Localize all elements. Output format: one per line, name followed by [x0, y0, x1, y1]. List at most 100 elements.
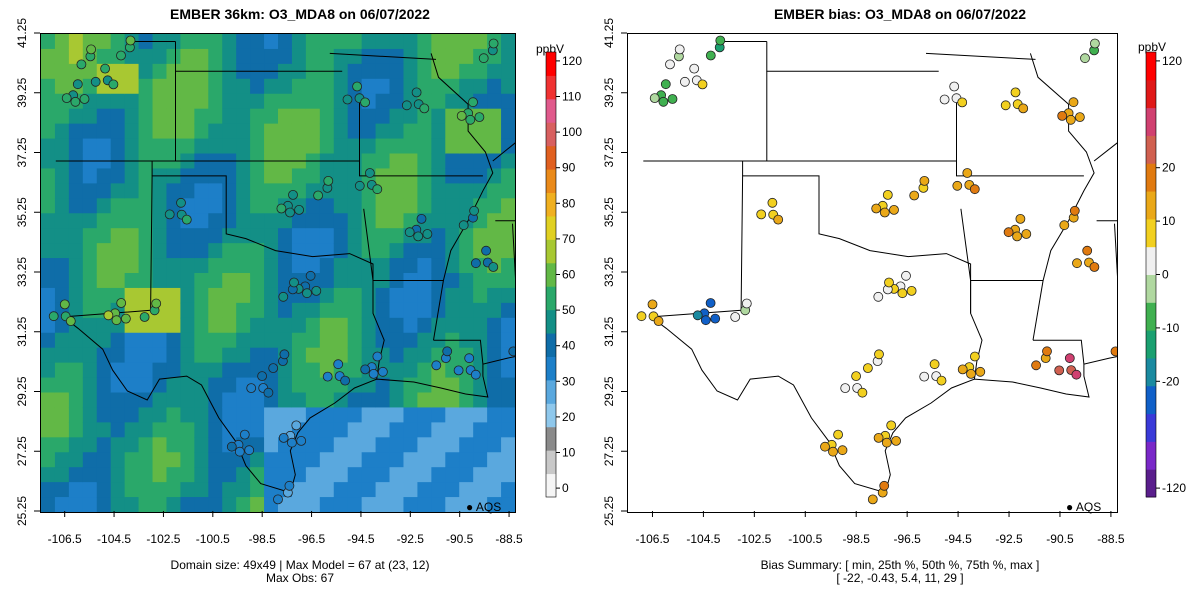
monitor-site-marker[interactable]	[121, 313, 131, 324]
monitor-site-marker[interactable]	[886, 420, 897, 431]
monitor-site-marker[interactable]	[957, 364, 968, 375]
monitor-site-marker[interactable]	[352, 81, 363, 92]
monitor-site-marker[interactable]	[294, 204, 305, 215]
monitor-site-marker[interactable]	[689, 63, 700, 74]
monitor-site-marker[interactable]	[697, 79, 708, 90]
monitor-site-marker[interactable]	[952, 180, 963, 191]
monitor-site-marker[interactable]	[1069, 205, 1080, 216]
monitor-site-marker[interactable]	[1082, 245, 1093, 256]
monitor-site-marker[interactable]	[647, 299, 658, 310]
monitor-site-marker[interactable]	[1071, 369, 1082, 380]
monitor-site-marker[interactable]	[100, 63, 110, 74]
monitor-site-marker[interactable]	[311, 285, 322, 296]
monitor-site-marker[interactable]	[1089, 38, 1100, 49]
monitor-site-marker[interactable]	[364, 168, 375, 178]
monitor-site-marker[interactable]	[465, 114, 476, 125]
monitor-site-marker[interactable]	[108, 79, 119, 90]
monitor-site-marker[interactable]	[340, 375, 351, 386]
monitor-site-marker[interactable]	[456, 111, 467, 121]
monitor-site-marker[interactable]	[882, 189, 893, 200]
monitor-site-marker[interactable]	[879, 207, 890, 218]
monitor-site-marker[interactable]	[411, 87, 422, 98]
monitor-site-marker[interactable]	[377, 366, 388, 377]
monitor-site-marker[interactable]	[305, 270, 316, 281]
monitor-site-marker[interactable]	[279, 349, 290, 360]
monitor-site-marker[interactable]	[289, 277, 299, 288]
monitor-site-marker[interactable]	[285, 207, 295, 218]
monitor-site-marker[interactable]	[1089, 262, 1100, 272]
monitor-site-marker[interactable]	[939, 94, 950, 105]
monitor-site-marker[interactable]	[508, 346, 515, 357]
monitor-site-marker[interactable]	[828, 446, 838, 457]
monitor-site-marker[interactable]	[919, 371, 930, 382]
monitor-site-marker[interactable]	[1080, 53, 1090, 64]
monitor-site-marker[interactable]	[891, 435, 902, 446]
monitor-site-marker[interactable]	[665, 59, 675, 70]
monitor-site-marker[interactable]	[313, 190, 324, 201]
monitor-site-marker[interactable]	[368, 368, 379, 379]
monitor-site-marker[interactable]	[867, 494, 878, 505]
monitor-site-marker[interactable]	[715, 35, 726, 46]
monitor-site-marker[interactable]	[470, 258, 481, 269]
monitor-site-marker[interactable]	[756, 209, 767, 220]
monitor-site-marker[interactable]	[442, 346, 453, 357]
monitor-site-marker[interactable]	[658, 96, 669, 107]
monitor-site-marker[interactable]	[90, 76, 101, 87]
monitor-site-marker[interactable]	[873, 432, 884, 443]
monitor-site-marker[interactable]	[674, 44, 685, 55]
monitor-site-marker[interactable]	[1072, 258, 1082, 269]
monitor-site-marker[interactable]	[833, 429, 844, 440]
monitor-site-marker[interactable]	[1074, 112, 1085, 122]
monitor-site-marker[interactable]	[1054, 365, 1065, 376]
monitor-site-marker[interactable]	[464, 353, 475, 364]
monitor-site-marker[interactable]	[906, 285, 917, 296]
monitor-site-marker[interactable]	[103, 310, 114, 321]
monitor-site-marker[interactable]	[360, 97, 371, 108]
monitor-site-marker[interactable]	[969, 184, 980, 195]
monitor-site-marker[interactable]	[86, 44, 96, 55]
monitor-site-marker[interactable]	[837, 445, 848, 456]
monitor-site-marker[interactable]	[333, 359, 344, 370]
monitor-site-marker[interactable]	[692, 310, 703, 321]
monitor-site-marker[interactable]	[226, 441, 237, 452]
monitor-site-marker[interactable]	[65, 316, 76, 327]
monitor-site-marker[interactable]	[458, 220, 469, 231]
monitor-site-marker[interactable]	[139, 312, 150, 322]
monitor-site-marker[interactable]	[481, 245, 492, 256]
monitor-site-marker[interactable]	[125, 35, 136, 46]
monitor-site-marker[interactable]	[342, 94, 353, 105]
monitor-site-marker[interactable]	[453, 365, 464, 376]
monitor-site-marker[interactable]	[296, 435, 307, 446]
monitor-site-marker[interactable]	[949, 81, 960, 92]
monitor-site-marker[interactable]	[1003, 227, 1014, 238]
monitor-site-marker[interactable]	[1057, 111, 1068, 121]
monitor-site-marker[interactable]	[234, 446, 245, 457]
monitor-site-marker[interactable]	[879, 480, 890, 491]
monitor-site-marker[interactable]	[273, 494, 283, 505]
monitor-site-marker[interactable]	[276, 203, 287, 214]
monitor-site-marker[interactable]	[488, 38, 499, 49]
monitor-site-marker[interactable]	[469, 205, 480, 216]
monitor-site-marker[interactable]	[468, 97, 478, 108]
monitor-site-marker[interactable]	[478, 53, 489, 64]
monitor-site-marker[interactable]	[936, 375, 947, 386]
monitor-site-marker[interactable]	[372, 351, 383, 362]
monitor-site-marker[interactable]	[401, 100, 412, 111]
monitor-site-marker[interactable]	[962, 168, 973, 178]
monitor-site-marker[interactable]	[239, 429, 250, 440]
monitor-site-marker[interactable]	[705, 50, 716, 61]
monitor-site-marker[interactable]	[884, 277, 894, 288]
monitor-site-marker[interactable]	[413, 231, 424, 242]
monitor-site-marker[interactable]	[1000, 100, 1011, 111]
monitor-site-marker[interactable]	[263, 387, 274, 398]
monitor-site-marker[interactable]	[1059, 220, 1070, 231]
monitor-site-marker[interactable]	[322, 371, 333, 382]
monitor-site-marker[interactable]	[862, 363, 873, 374]
monitor-site-marker[interactable]	[660, 79, 671, 90]
monitor-site-marker[interactable]	[1068, 97, 1079, 108]
monitor-site-marker[interactable]	[975, 366, 986, 377]
monitor-site-marker[interactable]	[268, 363, 279, 374]
monitor-site-marker[interactable]	[1110, 346, 1117, 357]
monitor-site-marker[interactable]	[181, 214, 192, 225]
monitor-site-marker[interactable]	[909, 190, 920, 201]
